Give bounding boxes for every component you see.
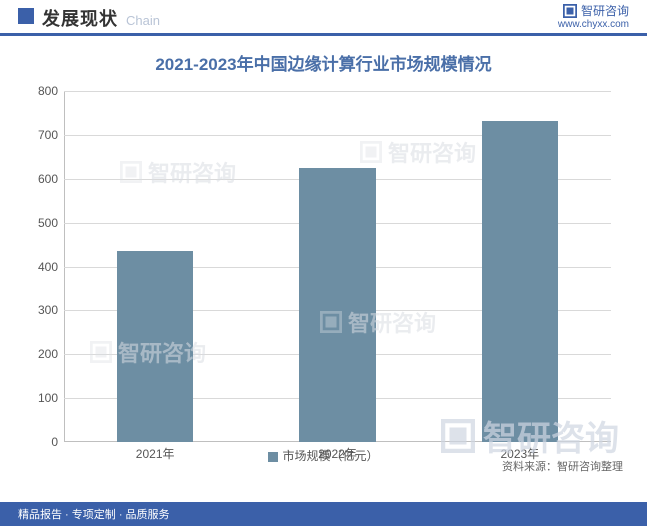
plot-area: 01002003004005006007008002021年2022年2023年: [64, 91, 611, 442]
header-square-icon: [18, 8, 34, 24]
y-tick-label: 500: [24, 216, 58, 230]
footer-left: 精品报告 · 专项定制 · 品质服务: [18, 506, 170, 522]
bar: [117, 251, 194, 442]
bar: [482, 121, 559, 442]
source-line: 资料来源：智研咨询整理: [502, 458, 623, 474]
legend-label: 市场规模（亿元）: [282, 449, 378, 463]
brand-block: 智研咨询 www.chyxx.com: [558, 2, 629, 30]
y-tick-label: 400: [24, 260, 58, 274]
source-text: 智研咨询整理: [557, 461, 623, 473]
y-tick-label: 200: [24, 347, 58, 361]
bar: [299, 168, 376, 442]
y-tick-label: 800: [24, 84, 58, 98]
source-prefix: 资料来源：: [502, 461, 557, 473]
y-tick-label: 100: [24, 391, 58, 405]
y-tick-label: 300: [24, 303, 58, 317]
chart-title: 2021-2023年中国边缘计算行业市场规模情况: [24, 50, 623, 75]
legend-swatch: [268, 452, 278, 462]
y-tick-label: 600: [24, 172, 58, 186]
header-subtitle: Chain: [126, 13, 160, 31]
brand-url: www.chyxx.com: [558, 19, 629, 30]
header: 发展现状 Chain 智研咨询 www.chyxx.com: [0, 0, 647, 36]
y-tick-label: 700: [24, 128, 58, 142]
root: 发展现状 Chain 智研咨询 www.chyxx.com 2021-2023年…: [0, 0, 647, 526]
header-title: 发展现状: [42, 5, 118, 31]
footer: 精品报告 · 专项定制 · 品质服务: [0, 502, 647, 526]
chart-canvas: 01002003004005006007008002021年2022年2023年…: [24, 85, 623, 498]
brand-logo-icon: [563, 4, 577, 18]
chart-area: 2021-2023年中国边缘计算行业市场规模情况 010020030040050…: [0, 36, 647, 502]
grid-line: [64, 91, 611, 92]
brand-name: 智研咨询: [581, 2, 629, 19]
